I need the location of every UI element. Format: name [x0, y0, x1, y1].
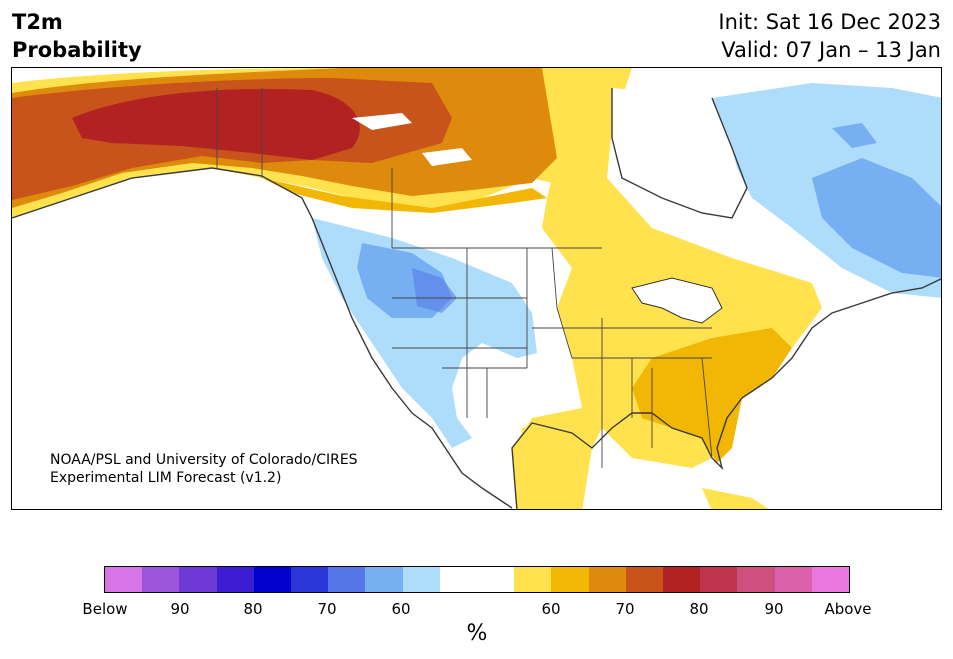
region-above-60-cuba — [702, 488, 769, 509]
map-canvas: NOAA/PSL and University of Colorado/CIRE… — [12, 68, 941, 509]
great-bear-lake — [422, 148, 472, 166]
colorbar-tick-label: 90 — [170, 600, 190, 618]
colorbar-tick-label: 60 — [541, 600, 561, 618]
colorbar-tick-label: 80 — [689, 600, 709, 618]
colorbar-cell — [365, 567, 403, 592]
region-above-65-southeast — [632, 328, 792, 463]
colorbar-tick-label: 70 — [615, 600, 635, 618]
init-date: Init: Sat 16 Dec 2023 — [718, 10, 941, 34]
colorbar-tick-label: 70 — [317, 600, 337, 618]
credit-line-2: Experimental LIM Forecast (v1.2) — [50, 470, 281, 486]
colorbar-tick-label: Above — [824, 600, 872, 618]
colorbar-tick-label: Below — [82, 600, 128, 618]
colorbar-cell — [514, 567, 552, 592]
colorbar-unit: % — [466, 621, 488, 646]
coastline — [12, 88, 941, 509]
colorbar-cell — [402, 567, 440, 592]
colorbar-cell — [588, 567, 626, 592]
colorbar-cell — [253, 567, 292, 592]
colorbar-cell — [439, 567, 478, 592]
region-below-70-baffin — [832, 123, 877, 148]
region-below-75-west — [412, 268, 457, 313]
colorbar-cell — [142, 567, 180, 592]
credit-line-1: NOAA/PSL and University of Colorado/CIRE… — [50, 452, 358, 468]
region-above-65-band — [262, 178, 547, 213]
title-line-1: T2m — [12, 10, 63, 34]
map-title: T2m Probability — [12, 8, 142, 64]
valid-date: Valid: 07 Jan – 13 Jan — [721, 38, 941, 62]
colorbar-cell — [811, 567, 850, 592]
forecast-dates: Init: Sat 16 Dec 2023 Valid: 07 Jan – 13… — [718, 8, 941, 64]
region-below-70-east-canada — [812, 158, 941, 278]
colorbar-cell — [663, 567, 701, 592]
great-lakes — [631, 277, 723, 324]
colorbar-tick-label: 80 — [243, 600, 263, 618]
colorbar-cell — [328, 567, 366, 592]
hudson-bay — [612, 88, 742, 218]
colorbar-cell — [216, 567, 254, 592]
colorbar-cell — [477, 567, 515, 592]
colorbar-tick-label: 60 — [391, 600, 411, 618]
colorbar-cell — [774, 567, 812, 592]
region-above-80-north — [72, 88, 360, 160]
colorbar-cell — [105, 567, 143, 592]
probability-map: NOAA/PSL and University of Colorado/CIRE… — [11, 67, 942, 510]
colorbar-cell — [551, 567, 589, 592]
great-slave-lake — [352, 113, 412, 130]
title-line-2: Probability — [12, 38, 142, 62]
region-above-60-west-tip — [517, 423, 587, 509]
political-borders — [216, 88, 713, 468]
colorbar-cell — [291, 567, 329, 592]
colorbar-cell — [179, 567, 217, 592]
colorbar-cell — [625, 567, 664, 592]
colorbar — [104, 566, 850, 593]
colorbar-cell — [700, 567, 738, 592]
colorbar-tick-label: 90 — [764, 600, 784, 618]
colorbar-cell — [737, 567, 775, 592]
